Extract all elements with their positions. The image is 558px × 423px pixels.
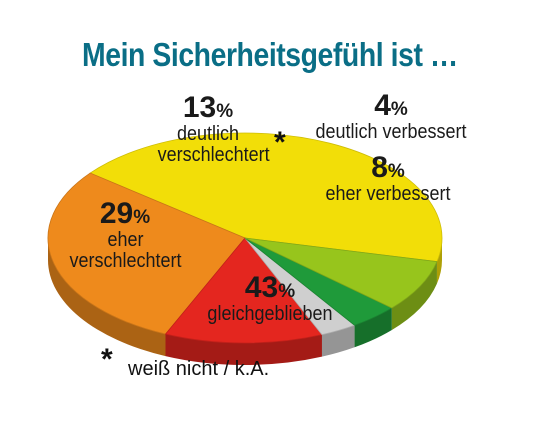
pie-side-eher-verbessert — [391, 261, 437, 330]
pie-slice-gleichgeblieben — [89, 132, 443, 263]
pie-side-deutlich-verschlechtert — [165, 334, 322, 366]
pie-top-face — [47, 132, 443, 344]
pie-slice-eher-verbessert — [244, 237, 438, 309]
slice-label-gleichgeblieben: 43% gleichgeblieben — [200, 272, 340, 325]
slice-value: 43 — [244, 271, 279, 304]
chart-title: Mein Sicherheitsgefühl ist … — [82, 36, 458, 73]
slice-name: gleichgeblieben — [207, 302, 333, 325]
slice-label-eher-verbessert: 8% eher verbessert — [318, 152, 458, 205]
unit: % — [216, 101, 234, 122]
slice-name: eher verbessert — [325, 182, 451, 205]
unit: % — [278, 281, 296, 302]
slice-label-deutlich-verbessert: 4% deutlich verbessert — [296, 90, 486, 143]
slice-label-deutlich-verschlechtert: 13% deutlich verschlechtert — [148, 91, 270, 166]
slice-value: 8 — [371, 151, 388, 184]
pie-slice-eher-verschlechtert — [47, 172, 246, 335]
slice-name: deutlich verbessert — [315, 120, 467, 143]
asterisk-marker-footnote: * — [101, 343, 113, 376]
slice-name: deutlich verschlechtert — [157, 122, 270, 166]
pie-slice-deutlich-verschlechtert — [164, 237, 323, 344]
pie-side-gleichgeblieben — [436, 238, 442, 284]
unit: % — [387, 161, 405, 182]
pie-side-eher-verschlechtert — [48, 238, 166, 357]
asterisk-marker-slice: * — [274, 126, 286, 159]
slice-value: 4 — [374, 89, 391, 122]
slice-label-eher-verschlechtert: 29% eher verschlechtert — [50, 198, 200, 272]
slice-value: 29 — [99, 197, 134, 230]
pie-side-deutlich-verbessert — [354, 307, 392, 348]
unit: % — [390, 99, 408, 120]
unit: % — [133, 207, 151, 228]
footnote-text: weiß nicht / k.A. — [128, 358, 270, 380]
slice-value: 13 — [182, 91, 217, 124]
slice-name: eher verschlechtert — [68, 228, 182, 272]
